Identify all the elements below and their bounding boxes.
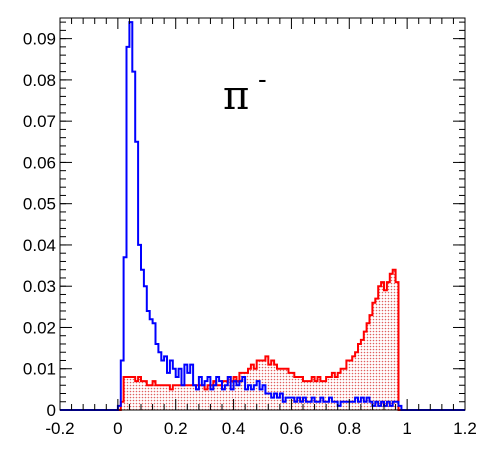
series-0-line [60, 21, 465, 411]
axis-layer: -0.2 0 0.2 0.4 0.6 0.8 1 1.200.010.020.030.040.… [23, 18, 477, 438]
x-tick-label: 0.4 [222, 419, 246, 438]
chart-title-superscript: - [258, 64, 267, 94]
y-tick-label: 0.07 [23, 112, 56, 131]
series-1-fill [60, 269, 465, 410]
y-tick-label: 0.04 [23, 236, 56, 255]
x-tick-label: 1 [402, 419, 411, 438]
x-tick-label: 1.2 [453, 419, 477, 438]
series-layer [60, 21, 465, 411]
y-tick-label: 0.05 [23, 195, 56, 214]
series-1-line [60, 268, 465, 411]
x-tick-label: 0.8 [337, 419, 361, 438]
x-tick-label: 0 [113, 419, 122, 438]
y-tick-label: 0.09 [23, 30, 56, 49]
y-tick-label: 0 [47, 401, 56, 420]
y-tick-label: 0.03 [23, 277, 56, 296]
y-tick-label: 0.08 [23, 71, 56, 90]
plot-frame [59, 17, 466, 411]
x-tick-label: 0.2 [164, 419, 188, 438]
x-tick-label: 0.6 [280, 419, 304, 438]
y-tick-label: 0.02 [23, 318, 56, 337]
y-tick-label: 0.01 [23, 360, 56, 379]
y-tick-label: 0.06 [23, 153, 56, 172]
x-tick-label: -0.2 [45, 419, 74, 438]
chart-title: π - [223, 64, 267, 119]
chart-title-symbol: π [223, 73, 249, 119]
